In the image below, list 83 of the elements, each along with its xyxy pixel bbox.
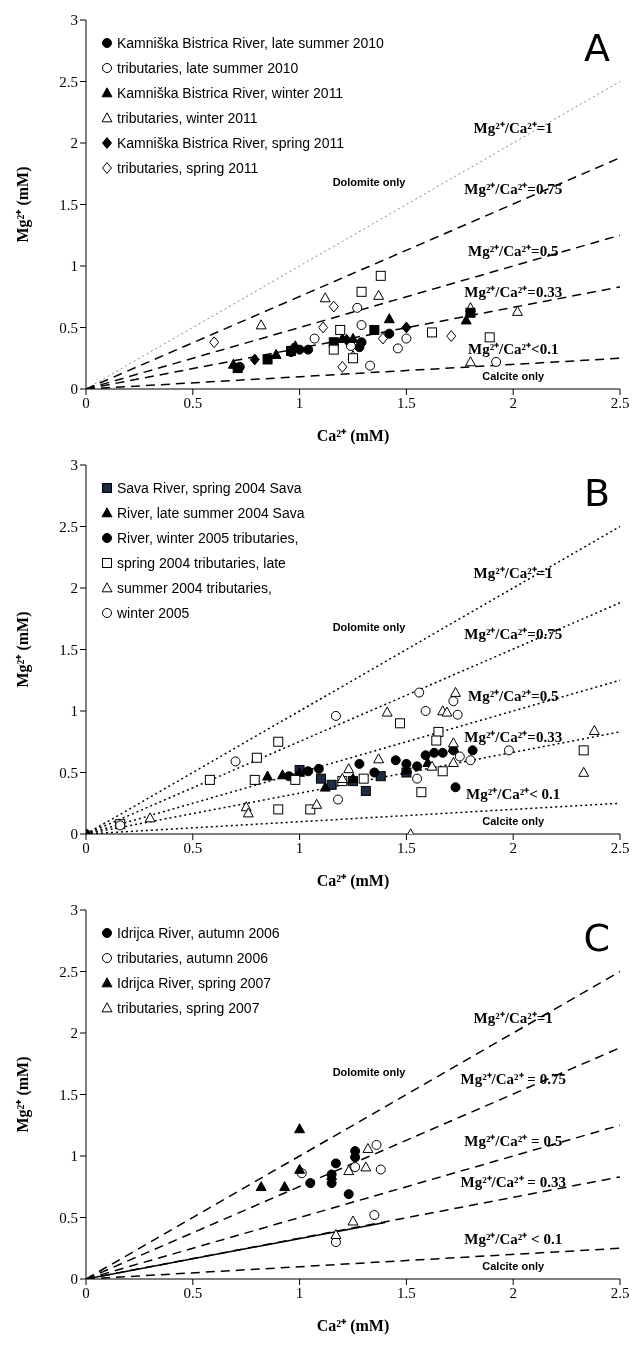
series-label: Mg²⁺/Ca²⁺< 0.1 [466, 786, 561, 803]
y-tick-label: 2 [70, 580, 78, 597]
y-tick-label: 0 [70, 826, 78, 843]
legend-label: tributaries, autumn 2006 [117, 949, 268, 966]
y-tick-label: 0.5 [59, 319, 78, 336]
y-tick-label: 1.5 [59, 196, 78, 213]
y-tick-label: 0.5 [59, 1209, 78, 1226]
x-tick-label: 1.5 [397, 394, 416, 411]
legend-label: River, late summer 2004 Sava [117, 504, 305, 521]
x-tick-label: 2 [509, 1284, 517, 1301]
legend-label: tributaries, winter 2011 [117, 109, 258, 126]
x-axis-title: Ca²⁺ (mM) [316, 427, 390, 445]
legend-label: summer 2004 tributaries, [117, 579, 272, 596]
y-tick-label: 2.5 [59, 73, 78, 90]
x-tick-label: 1 [295, 1284, 304, 1301]
series-label: Mg²⁺/Ca²⁺ = 0.33 [460, 1174, 566, 1191]
annotation: Calcite only [482, 1260, 545, 1273]
x-tick-label: 1 [295, 839, 304, 856]
series-label: Mg²⁺/Ca²⁺ = 0.5 [464, 1133, 563, 1149]
x-tick-label: 0.5 [183, 1284, 203, 1301]
legend-label: Kamniška Bistrica River, late summer 2010 [117, 34, 384, 51]
y-tick-label: 3 [70, 457, 78, 474]
x-tick-label: 1 [295, 394, 304, 411]
x-tick-label: 1.5 [397, 839, 416, 856]
legend-label: spring 2004 tributaries, late [117, 554, 286, 571]
x-tick-label: 2.5 [610, 839, 630, 856]
series-label: Mg²⁺/Ca²⁺ < 0.1 [464, 1231, 563, 1248]
y-tick-label: 2 [70, 135, 78, 152]
annotation: Calcite only [482, 815, 545, 828]
y-tick-label: 1 [70, 1148, 78, 1165]
y-axis-title: Mg²⁺ (mM) [13, 611, 32, 688]
x-tick-label: 2 [509, 839, 517, 856]
series-label: Mg²⁺/Ca²⁺=0.5 [467, 688, 559, 704]
annotation: Dolomite only [332, 1066, 406, 1079]
legend-label: Kamniška Bistrica River, spring 2011 [117, 134, 344, 151]
x-tick-label: 2 [509, 394, 517, 411]
legend-label: Idrijca River, autumn 2006 [117, 924, 280, 941]
y-axis-title: Mg²⁺ (mM) [13, 1056, 32, 1133]
y-axis-title: Mg²⁺ (mM) [13, 166, 32, 243]
y-tick-label: 2 [70, 1025, 78, 1042]
legend-label: tributaries, spring 2011 [117, 159, 259, 176]
legend-label: Kamniška Bistrica River, winter 2011 [117, 84, 344, 101]
series-label: Mg²⁺/Ca²⁺=1 [473, 1010, 553, 1026]
chart-title: A [583, 26, 610, 70]
series-label: Mg²⁺/Ca²⁺=0.33 [464, 284, 563, 301]
x-tick-label: 0.5 [183, 839, 203, 856]
legend-label: River, winter 2005 tributaries, [117, 529, 299, 546]
series-label: Mg²⁺/Ca²⁺<0.1 [467, 341, 559, 358]
y-tick-label: 0 [70, 381, 78, 398]
chart-title: B [582, 471, 610, 515]
x-axis-title: Ca²⁺ (mM) [316, 1317, 390, 1335]
legend-label: winter 2005 [117, 604, 190, 621]
annotation: Dolomite only [332, 176, 406, 189]
series-label: Mg²⁺/Ca²⁺=0.5 [467, 243, 559, 259]
chart-title: C [582, 916, 610, 960]
legend-label: tributaries, late summer 2010 [117, 59, 299, 76]
y-tick-label: 1 [70, 703, 78, 720]
annotation: Dolomite only [332, 621, 406, 634]
x-tick-label: 1.5 [397, 1284, 416, 1301]
y-tick-label: 3 [70, 12, 78, 29]
series-label: Mg²⁺/Ca²⁺=1 [473, 120, 553, 136]
y-tick-label: 0 [70, 1271, 78, 1288]
x-tick-label: 2.5 [610, 1284, 630, 1301]
y-tick-label: 0.5 [59, 764, 78, 781]
series-label: Mg²⁺/Ca²⁺=0.75 [464, 181, 563, 198]
y-tick-label: 3 [70, 902, 78, 919]
y-tick-label: 2.5 [59, 963, 78, 980]
y-tick-label: 1.5 [59, 1086, 78, 1103]
x-tick-label: 0.5 [183, 394, 203, 411]
x-tick-label: 0 [82, 839, 90, 856]
legend-label: Sava River, spring 2004 Sava [117, 479, 302, 496]
annotation: Calcite only [482, 370, 545, 383]
legend-label: Idrijca River, spring 2007 [117, 974, 272, 991]
series-label: Mg²⁺/Ca²⁺=0.33 [464, 729, 563, 746]
x-tick-label: 0 [82, 1284, 90, 1301]
x-tick-label: 2.5 [610, 394, 630, 411]
legend-label: tributaries, spring 2007 [117, 999, 260, 1016]
x-axis-title: Ca²⁺ (mM) [316, 872, 390, 890]
y-tick-label: 2.5 [59, 518, 78, 535]
y-tick-label: 1.5 [59, 641, 78, 658]
x-tick-label: 0 [82, 394, 90, 411]
series-label: Mg²⁺/Ca²⁺=1 [473, 565, 553, 581]
y-tick-label: 1 [70, 258, 78, 275]
